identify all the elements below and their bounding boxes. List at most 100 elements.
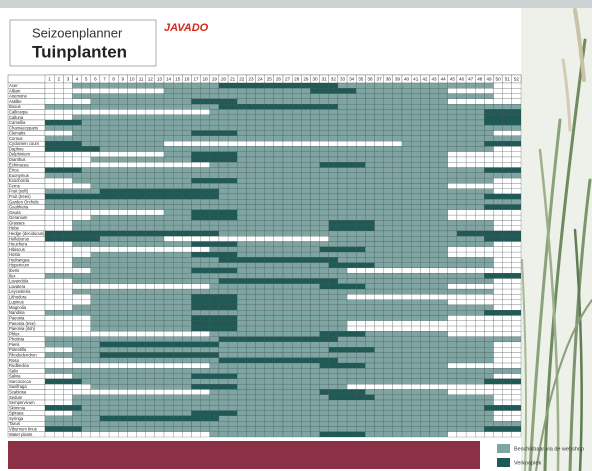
week-number: 16 (184, 77, 190, 82)
week-cell (411, 347, 420, 352)
week-cell (201, 231, 210, 236)
week-cell (484, 173, 493, 178)
week-cell (137, 421, 146, 426)
week-cell (457, 284, 466, 289)
week-cell (329, 109, 338, 114)
week-cell (338, 278, 347, 283)
week-cell (503, 310, 512, 315)
week-cell (439, 83, 448, 88)
week-cell (45, 210, 54, 215)
week-cell (283, 363, 292, 368)
week-cell (283, 389, 292, 394)
week-cell (320, 337, 329, 342)
week-cell (237, 263, 246, 268)
week-cell (91, 310, 100, 315)
week-cell (246, 326, 255, 331)
week-cell (393, 183, 402, 188)
week-cell (448, 294, 457, 299)
week-cell (439, 300, 448, 305)
week-cell (402, 136, 411, 141)
week-cell (347, 416, 356, 421)
week-cell (310, 416, 319, 421)
week-cell (347, 411, 356, 416)
week-cell (228, 395, 237, 400)
week-cell (237, 289, 246, 294)
week-cell (201, 141, 210, 146)
week-cell (375, 109, 384, 114)
week-cell (457, 331, 466, 336)
week-cell (420, 347, 429, 352)
week-cell (54, 411, 63, 416)
week-cell (503, 273, 512, 278)
week-cell (375, 104, 384, 109)
week-cell (82, 220, 91, 225)
week-cell (375, 168, 384, 173)
week-cell (265, 426, 274, 431)
week-cell (457, 152, 466, 157)
week-cell (210, 136, 219, 141)
week-cell (155, 157, 164, 162)
week-cell (146, 400, 155, 405)
week-cell (146, 131, 155, 136)
week-cell (283, 416, 292, 421)
week-cell (320, 99, 329, 104)
week-cell (210, 173, 219, 178)
week-cell (347, 374, 356, 379)
week-number: 41 (413, 77, 419, 82)
week-cell (164, 88, 173, 93)
week-cell (356, 263, 365, 268)
week-cell (393, 247, 402, 252)
week-cell (155, 131, 164, 136)
week-cell (54, 321, 63, 326)
week-cell (484, 136, 493, 141)
week-cell (137, 162, 146, 167)
week-cell (201, 268, 210, 273)
week-cell (512, 432, 521, 437)
week-cell (457, 278, 466, 283)
week-cell (320, 389, 329, 394)
week-cell (246, 284, 255, 289)
week-cell (457, 162, 466, 167)
week-cell (146, 411, 155, 416)
week-cell (347, 131, 356, 136)
week-cell (503, 278, 512, 283)
week-cell (301, 94, 310, 99)
week-cell (164, 131, 173, 136)
week-cell (173, 294, 182, 299)
week-cell (512, 183, 521, 188)
week-cell (228, 94, 237, 99)
week-cell (347, 384, 356, 389)
week-cell (393, 146, 402, 151)
week-cell (292, 278, 301, 283)
week-cell (420, 168, 429, 173)
week-cell (201, 183, 210, 188)
week-cell (484, 168, 493, 173)
week-cell (429, 389, 438, 394)
week-cell (484, 278, 493, 283)
week-cell (429, 284, 438, 289)
week-cell (466, 141, 475, 146)
row-label: Ilex (9, 273, 16, 278)
week-cell (164, 389, 173, 394)
week-cell (494, 363, 503, 368)
week-cell (420, 284, 429, 289)
week-cell (237, 125, 246, 130)
week-cell (219, 189, 228, 194)
week-cell (457, 194, 466, 199)
week-cell (164, 395, 173, 400)
week-cell (45, 88, 54, 93)
week-cell (182, 389, 191, 394)
week-cell (411, 310, 420, 315)
week-cell (429, 189, 438, 194)
week-cell (439, 289, 448, 294)
week-cell (246, 189, 255, 194)
week-cell (191, 210, 200, 215)
week-cell (347, 104, 356, 109)
week-cell (375, 331, 384, 336)
week-cell (137, 242, 146, 247)
week-cell (127, 368, 136, 373)
row-label: Spiraea (9, 411, 24, 416)
week-cell (155, 374, 164, 379)
week-cell (411, 268, 420, 273)
week-cell (100, 215, 109, 220)
